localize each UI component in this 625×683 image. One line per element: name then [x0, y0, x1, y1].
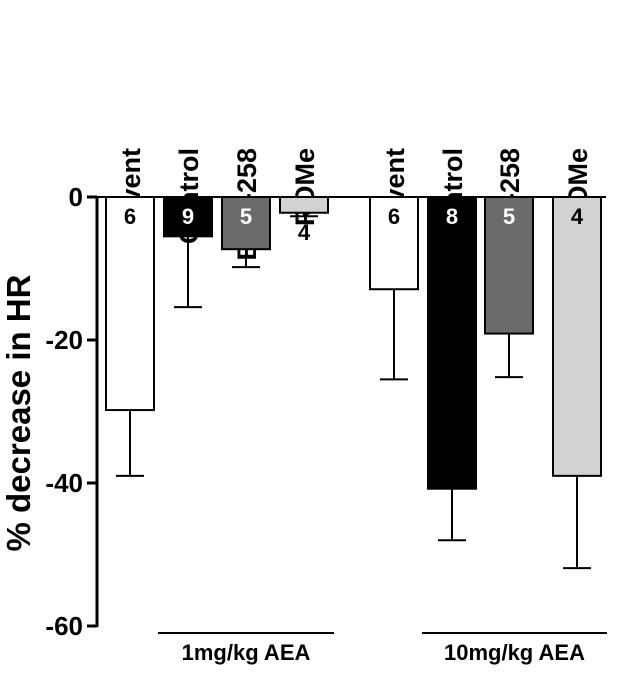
- bars: [105, 196, 602, 490]
- bar-4: [369, 196, 419, 291]
- bar-0: [105, 196, 155, 412]
- bar-3: [279, 196, 329, 214]
- bar-6: [484, 196, 534, 335]
- y-tick-label-2: -40: [45, 468, 83, 498]
- n-label-6: 5: [503, 204, 515, 229]
- group-brackets: 1mg/kg AEA 10mg/kg AEA: [158, 632, 607, 665]
- n-label-5: 8: [446, 204, 458, 229]
- n-label-7: 4: [571, 204, 584, 229]
- n-label-4: 6: [388, 204, 400, 229]
- sample-size-labels: 6 9 5 4 6 8 5 4: [124, 204, 584, 245]
- bar-5: [427, 196, 477, 490]
- n-label-0: 6: [124, 204, 136, 229]
- n-label-1: 9: [182, 204, 194, 229]
- y-axis: 0 -20 -40 -60: [45, 182, 606, 641]
- y-axis-title: % decrease in HR: [0, 274, 37, 551]
- n-label-2: 5: [240, 204, 252, 229]
- y-tick-label-1: -20: [45, 325, 83, 355]
- y-tick-label-3: -60: [45, 611, 83, 641]
- bar-7: [552, 196, 602, 477]
- group-label-1: 10mg/kg AEA: [444, 640, 585, 665]
- error-bars: [116, 212, 591, 570]
- group-label-0: 1mg/kg AEA: [182, 640, 311, 665]
- n-label-3: 4: [298, 220, 311, 245]
- y-tick-label-0: 0: [69, 182, 83, 212]
- bar-1: [163, 196, 213, 238]
